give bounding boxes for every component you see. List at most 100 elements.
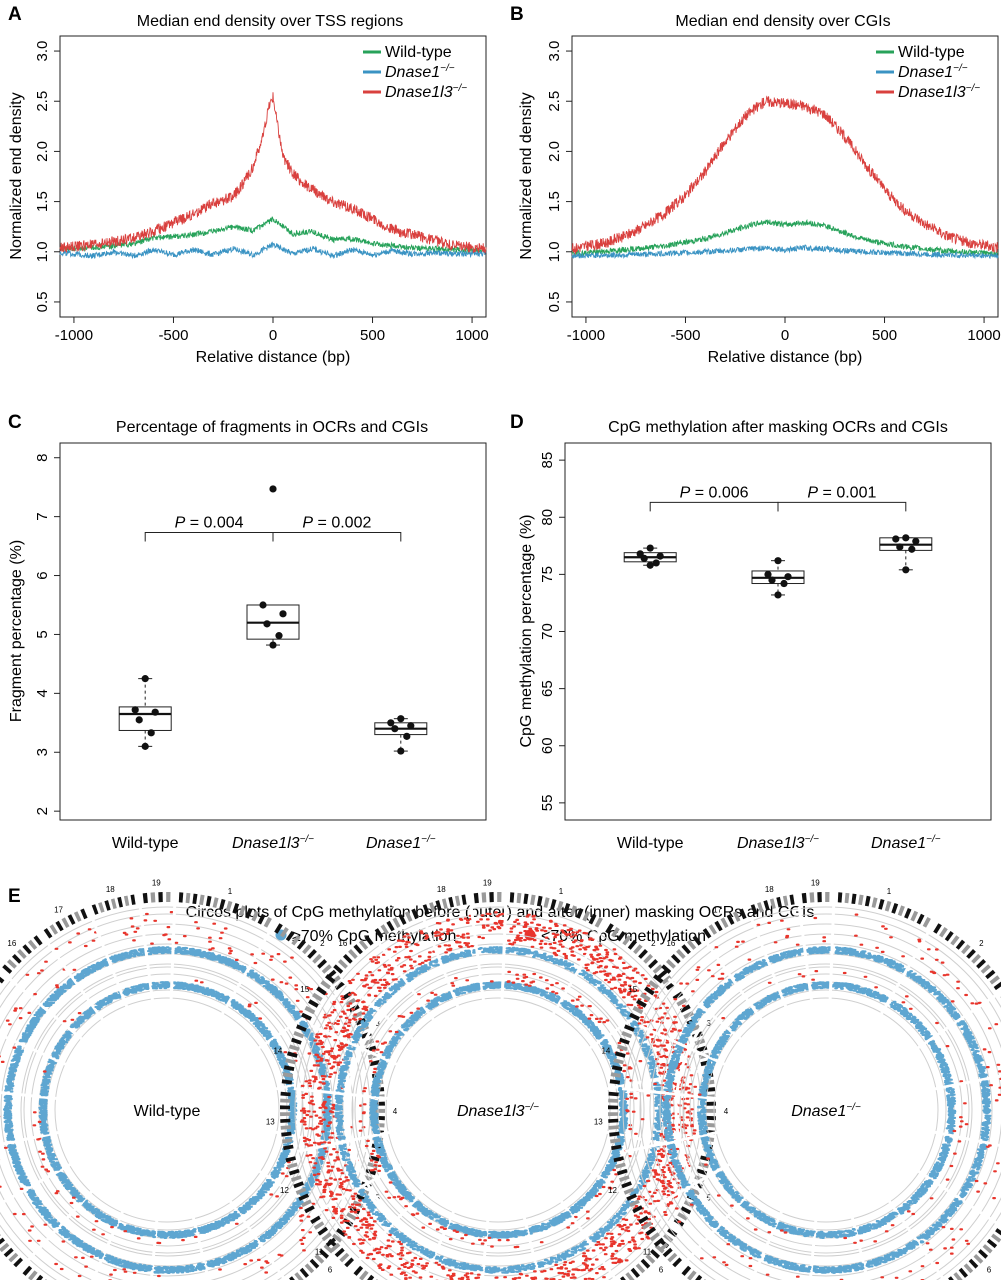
panelB-y-tick-label: 1.0 — [546, 241, 563, 262]
circos-high-methylation-points — [405, 958, 440, 983]
circos-cytoband — [280, 1112, 291, 1117]
panel-b-title: Median end density over CGIs — [675, 13, 890, 30]
circos-low-methylation-points — [362, 1060, 377, 1093]
circos-chromosome-label: 13 — [594, 1117, 603, 1126]
circos-high-methylation-points — [739, 1200, 777, 1228]
circos-cytoband — [232, 903, 240, 914]
panelD-data-point — [896, 543, 904, 551]
circos-cytoband — [657, 969, 668, 980]
circos-high-methylation-points — [334, 1094, 346, 1141]
circos-cytoband — [621, 1181, 632, 1189]
circos-cytoband — [608, 1098, 619, 1103]
circos-cytoband — [281, 1131, 292, 1137]
panelA-legend-label: Dnase1l3−/− — [385, 83, 467, 101]
circos-cytoband — [653, 974, 664, 984]
circos-cytoband — [904, 908, 912, 919]
circos-cytoband — [569, 905, 577, 917]
circos-low-methylation-points — [25, 960, 67, 996]
circos-low-methylation-points — [476, 911, 505, 940]
circos-low-methylation-points — [638, 1044, 669, 1085]
panelA-series-1-line — [59, 216, 487, 255]
circos-ideogram-chr13 — [280, 1091, 294, 1151]
circos-cytoband — [627, 939, 638, 950]
circos-guide-ring — [54, 997, 280, 1223]
circos-chromosome-label: 12 — [280, 1186, 289, 1195]
circos-sector-gap — [587, 1168, 670, 1225]
circos-cytoband — [910, 910, 919, 922]
circos-low-methylation-points — [54, 928, 98, 971]
circos-cytoband — [293, 1031, 305, 1039]
circos-high-methylation-points — [578, 969, 634, 1020]
circos-cytoband — [644, 986, 655, 996]
circos-cytoband — [130, 894, 136, 905]
circos-cytoband — [291, 935, 301, 946]
circos-high-methylation-points — [153, 1262, 206, 1274]
circos-high-methylation-points — [959, 1143, 988, 1199]
panelA-series-3-line — [59, 92, 487, 254]
circos-ideogram-chr17 — [374, 908, 419, 939]
circos-cytoband — [282, 1072, 294, 1078]
circos-cytoband — [22, 1265, 33, 1276]
circos-low-methylation-points — [36, 1137, 51, 1173]
circos-cytoband — [298, 1193, 309, 1201]
circos-chromosome-label: 16 — [7, 939, 16, 948]
circos-cytoband — [605, 923, 614, 934]
circos-cytoband — [750, 904, 758, 915]
circos-cytoband — [27, 939, 38, 950]
circos-cytoband — [955, 939, 966, 950]
circos-cytoband — [142, 892, 148, 904]
circos-low-methylation-points — [594, 1205, 656, 1264]
circos-ideogram-chr10 — [681, 1265, 707, 1280]
circos-cytoband — [301, 1199, 312, 1208]
circos-high-methylation-points — [709, 1029, 731, 1059]
panelD-p-value-label: P = 0.006 — [680, 484, 749, 501]
circos-cytoband — [288, 1044, 300, 1052]
circos-cytoband — [530, 894, 536, 906]
circos-cytoband — [166, 892, 171, 902]
circos-cytoband — [640, 1258, 651, 1269]
panelA-x-tick-label: 1000 — [455, 327, 488, 344]
circos-low-methylation-points — [123, 1230, 141, 1240]
panelC-data-point — [263, 620, 271, 628]
circos-high-methylation-points — [440, 949, 477, 964]
panelB-y-tick-label: 3.0 — [546, 41, 563, 62]
circos-high-methylation-points — [889, 1000, 934, 1041]
circos-cytoband — [358, 939, 369, 950]
circos-plot-3: 12345678910111213141516171819Dnase1−/− — [594, 878, 1001, 1280]
circos-cytoband — [769, 898, 776, 909]
circos-high-methylation-points — [810, 981, 832, 990]
panelC-data-point — [141, 675, 149, 683]
circos-sector-gap — [914, 994, 997, 1051]
circos-cytoband — [608, 1091, 619, 1097]
circos-low-methylation-points — [0, 1046, 17, 1063]
circos-high-methylation-points — [928, 1135, 953, 1180]
circos-high-methylation-points — [812, 1262, 865, 1274]
circos-cytoband — [643, 953, 653, 964]
circos-cytoband — [837, 892, 843, 903]
circos-cytoband — [610, 1072, 622, 1078]
circos-chromosome-label: 13 — [266, 1117, 275, 1126]
circos-chromosome-label: 12 — [608, 1186, 617, 1195]
circos-low-methylation-points — [218, 1258, 270, 1274]
circos-cytoband — [732, 911, 741, 922]
circos-guide-ring — [689, 973, 963, 1247]
circos-guide-ring — [0, 943, 334, 1277]
circos-low-methylation-points — [906, 1197, 934, 1216]
panelA-legend-label: Dnase1−/− — [385, 63, 455, 81]
circos-high-methylation-points — [834, 946, 907, 973]
circos-cytoband — [285, 931, 295, 942]
circos-cytoband — [696, 1045, 708, 1053]
circos-cytoband — [345, 997, 356, 1007]
circos-cytoband — [608, 1125, 619, 1130]
circos-low-methylation-points — [925, 1226, 971, 1265]
circos-cytoband — [616, 931, 626, 942]
circos-high-methylation-points — [916, 1198, 963, 1244]
circos-high-methylation-points — [775, 1221, 816, 1238]
panelC-data-point — [147, 729, 155, 737]
panelA-x-tick-label: 0 — [269, 327, 277, 344]
circos-cytoband — [809, 892, 815, 903]
circos-low-methylation-points — [433, 914, 474, 954]
circos-cytoband — [897, 905, 905, 917]
circos-cytoband — [523, 893, 529, 904]
circos-cytoband — [705, 1122, 716, 1128]
